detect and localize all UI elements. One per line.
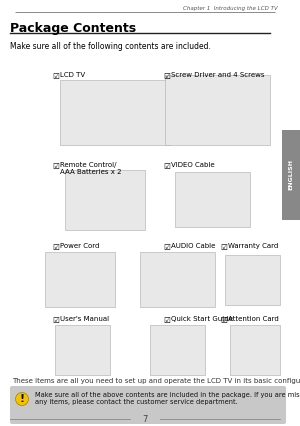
Text: User's Manual: User's Manual xyxy=(60,316,109,322)
Text: ☑: ☑ xyxy=(52,72,59,81)
Text: Power Cord: Power Cord xyxy=(60,243,99,249)
Bar xyxy=(165,75,270,145)
Text: 7: 7 xyxy=(142,414,148,423)
Bar xyxy=(225,255,280,305)
Bar xyxy=(45,252,115,307)
Text: ☑: ☑ xyxy=(220,243,227,252)
Text: These items are all you need to set up and operate the LCD TV in its basic confi: These items are all you need to set up a… xyxy=(12,378,300,384)
Text: Screw Driver and 4 Screws: Screw Driver and 4 Screws xyxy=(171,72,265,78)
FancyBboxPatch shape xyxy=(282,130,300,220)
Bar xyxy=(175,172,250,227)
Text: ☑: ☑ xyxy=(163,72,170,81)
Text: Chapter 1  Introducing the LCD TV: Chapter 1 Introducing the LCD TV xyxy=(183,6,278,11)
Text: Package Contents: Package Contents xyxy=(10,22,136,35)
Bar xyxy=(60,80,170,145)
Text: Warranty Card: Warranty Card xyxy=(228,243,278,249)
FancyBboxPatch shape xyxy=(10,386,286,424)
Text: ☑: ☑ xyxy=(163,243,170,252)
Text: ENGLISH: ENGLISH xyxy=(289,159,293,190)
Text: Make sure all of the following contents are included.: Make sure all of the following contents … xyxy=(10,42,211,51)
Circle shape xyxy=(16,392,28,406)
Text: Attention Card: Attention Card xyxy=(228,316,279,322)
Bar xyxy=(55,325,110,375)
Text: Make sure all of the above contents are included in the package. If you are miss: Make sure all of the above contents are … xyxy=(35,392,300,405)
Bar xyxy=(65,170,145,230)
Text: ☑: ☑ xyxy=(52,316,59,325)
Text: ☑: ☑ xyxy=(163,162,170,171)
Bar xyxy=(140,252,215,307)
Text: !: ! xyxy=(20,394,25,404)
Text: Quick Start Guide: Quick Start Guide xyxy=(171,316,233,322)
Text: ☑: ☑ xyxy=(163,316,170,325)
Text: Remote Control/
AAA Batteries x 2: Remote Control/ AAA Batteries x 2 xyxy=(60,162,122,175)
Bar xyxy=(230,325,280,375)
Text: ☑: ☑ xyxy=(52,243,59,252)
Text: AUDIO Cable: AUDIO Cable xyxy=(171,243,215,249)
Text: ☑: ☑ xyxy=(220,316,227,325)
Text: VIDEO Cable: VIDEO Cable xyxy=(171,162,214,168)
Text: ☑: ☑ xyxy=(52,162,59,171)
Text: LCD TV: LCD TV xyxy=(60,72,85,78)
Bar xyxy=(150,325,205,375)
